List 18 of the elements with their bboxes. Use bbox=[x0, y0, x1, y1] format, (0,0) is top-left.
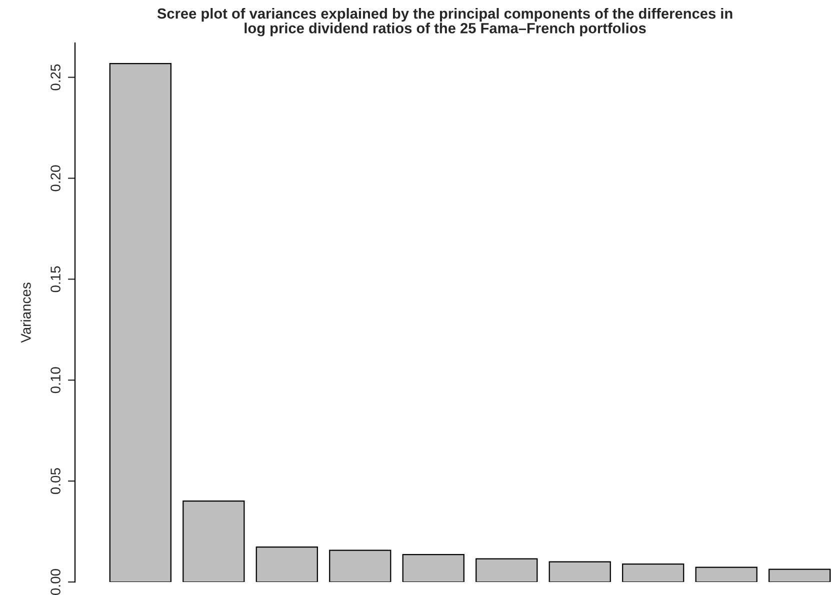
bar bbox=[402, 554, 464, 582]
y-tick-label: 0.00 bbox=[50, 569, 60, 595]
y-tick-label: 0.15 bbox=[50, 266, 60, 292]
bar bbox=[695, 566, 758, 582]
bar bbox=[329, 550, 392, 582]
y-tick-label: 0.05 bbox=[50, 468, 60, 494]
bar bbox=[768, 568, 831, 582]
bar bbox=[548, 561, 611, 582]
bar bbox=[256, 546, 318, 582]
y-axis-title: Variances bbox=[20, 282, 31, 343]
bar bbox=[476, 558, 538, 582]
bar bbox=[622, 563, 684, 582]
bar bbox=[182, 500, 245, 582]
chart-title: Scree plot of variances explained by the principal components of the differences in log price dividend ratios of the 25 Fama–French portfolios bbox=[157, 8, 732, 36]
bar bbox=[109, 63, 172, 582]
y-tick-label: 0.10 bbox=[50, 367, 60, 394]
y-tick-label: 0.25 bbox=[50, 64, 60, 90]
y-tick-label: 0.20 bbox=[50, 165, 60, 192]
